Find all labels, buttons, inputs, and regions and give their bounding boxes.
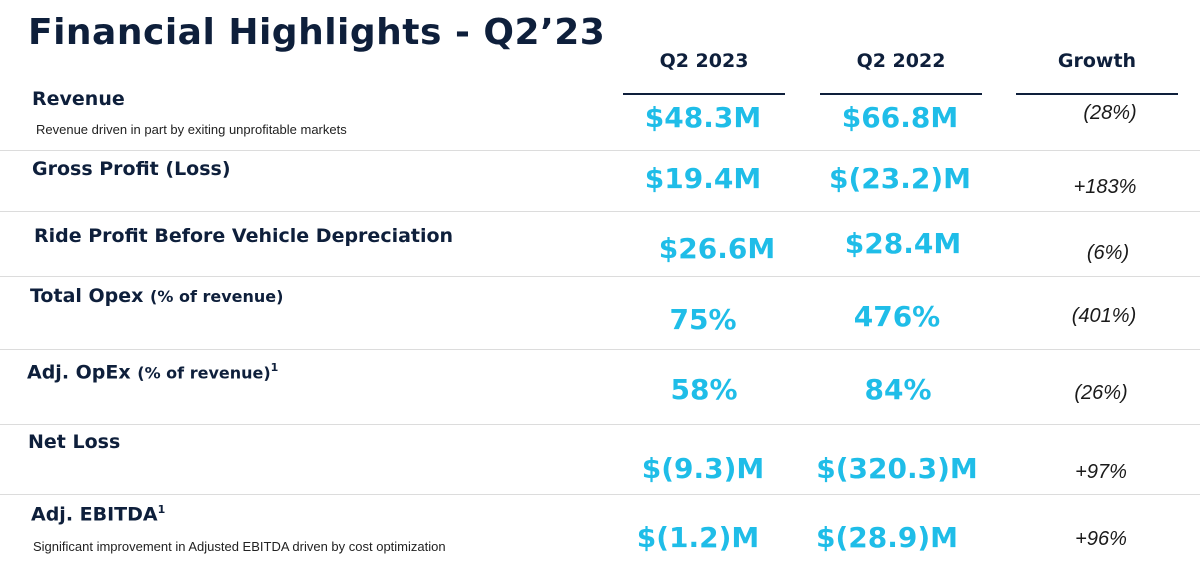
row-label-suffix: (% of revenue) xyxy=(150,287,284,306)
value-q2-2022: $(28.9)M xyxy=(815,521,959,554)
value-q2-2023: $(9.3)M xyxy=(641,452,765,485)
row-label-text: Adj. EBITDA xyxy=(31,503,158,526)
row-label: Gross Profit (Loss) xyxy=(32,158,231,180)
row-label: Adj. EBITDA1 xyxy=(31,503,165,525)
value-q2-2022: $66.8M xyxy=(841,101,959,134)
footnote-marker: 1 xyxy=(157,503,166,516)
column-header-q2-2022: Q2 2022 xyxy=(856,50,946,72)
value-q2-2023: $(1.2)M xyxy=(636,521,760,554)
value-q2-2023: 75% xyxy=(669,303,737,336)
growth-value: +183% xyxy=(1073,176,1137,198)
row-note: Significant improvement in Adjusted EBIT… xyxy=(33,539,446,554)
value-q2-2023: 58% xyxy=(670,373,738,406)
value-q2-2022: 476% xyxy=(853,300,941,333)
growth-value: (28%) xyxy=(1083,102,1137,124)
row-divider xyxy=(0,494,1200,495)
column-header-growth: Growth xyxy=(1057,50,1137,72)
growth-value: +96% xyxy=(1075,528,1127,550)
value-q2-2022: 84% xyxy=(864,373,932,406)
row-label: Adj. OpEx (% of revenue)1 xyxy=(27,361,278,383)
growth-value: +97% xyxy=(1075,461,1127,483)
row-divider xyxy=(0,150,1200,151)
value-q2-2023: $26.6M xyxy=(658,232,776,265)
value-q2-2022: $28.4M xyxy=(844,227,962,260)
row-label: Revenue xyxy=(32,88,125,110)
row-label-suffix: (% of revenue) xyxy=(137,363,271,383)
footnote-marker: 1 xyxy=(270,361,279,374)
row-label: Total Opex (% of revenue) xyxy=(30,285,283,307)
value-q2-2022: $(23.2)M xyxy=(828,162,972,195)
row-label-text: Total Opex xyxy=(30,285,144,307)
row-divider xyxy=(0,211,1200,212)
row-divider xyxy=(0,349,1200,350)
header-underline xyxy=(820,93,982,95)
header-underline xyxy=(623,93,785,95)
row-note: Revenue driven in part by exiting unprof… xyxy=(36,122,347,137)
growth-value: (26%) xyxy=(1074,382,1128,404)
growth-value: (401%) xyxy=(1071,305,1137,327)
column-header-q2-2023: Q2 2023 xyxy=(659,50,749,72)
row-label: Ride Profit Before Vehicle Depreciation xyxy=(34,225,454,247)
value-q2-2023: $48.3M xyxy=(644,101,762,134)
header-underline xyxy=(1016,93,1178,95)
row-divider xyxy=(0,276,1200,277)
value-q2-2022: $(320.3)M xyxy=(816,452,978,485)
page-title: Financial Highlights - Q2’23 xyxy=(28,12,606,53)
row-divider xyxy=(0,424,1200,425)
row-label: Net Loss xyxy=(28,431,121,453)
row-label-text: Adj. OpEx xyxy=(27,361,131,384)
growth-value: (6%) xyxy=(1086,242,1130,264)
value-q2-2023: $19.4M xyxy=(644,162,762,195)
